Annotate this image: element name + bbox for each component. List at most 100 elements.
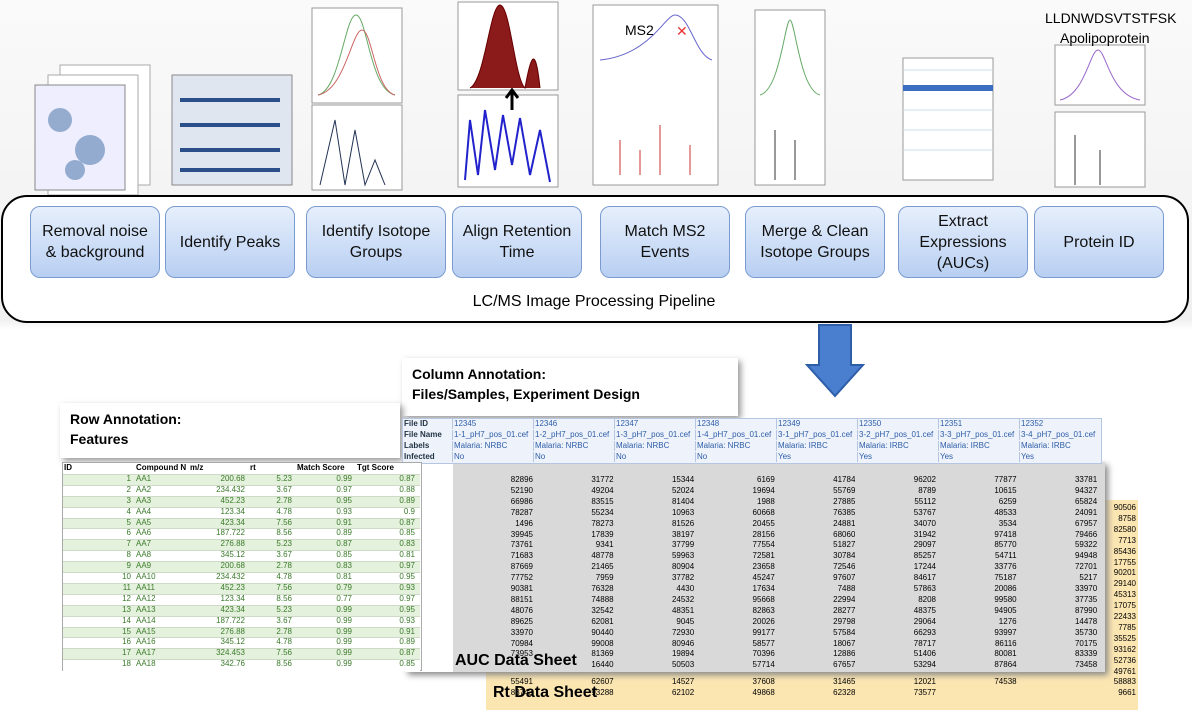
row-band (63, 648, 420, 661)
table-cell: 0.99 (336, 473, 352, 483)
table-cell: 0.97 (336, 484, 352, 494)
table-cell: 52736 (1113, 655, 1136, 665)
table-cell: 0.87 (399, 473, 415, 483)
table-cell: AA8 (136, 550, 152, 560)
row-band (63, 572, 420, 584)
table-cell: 1-4_pH7_pos_01.cef (695, 430, 776, 440)
table-cell: 80946 (671, 638, 695, 648)
table-cell: 8.56 (276, 659, 292, 669)
table-cell: 76385 (833, 507, 856, 517)
table-cell: 18 (122, 659, 131, 669)
table-cell: 96202 (913, 475, 936, 484)
table-cell: 8.56 (276, 593, 292, 603)
table-cell: 0.95 (336, 495, 352, 505)
table-cell: 7 (126, 539, 131, 549)
table-cell: AA9 (136, 561, 152, 571)
table-cell: 73458 (1074, 660, 1098, 670)
table-cell: 8208 (918, 594, 936, 604)
table-cell: 95668 (752, 594, 775, 604)
table-cell: 7785 (1118, 622, 1136, 632)
table-cell: Malaria: IRBC (1019, 441, 1100, 451)
table-cell: 38197 (671, 529, 695, 539)
table-cell: 0.87 (399, 648, 415, 658)
pipeline-step: Match MS2 Events (600, 206, 730, 278)
table-cell: 29798 (833, 616, 856, 626)
column-annotation-title: Column Annotation: (412, 366, 547, 382)
table-cell: 1988 (757, 496, 775, 506)
table-cell: 83743 (510, 688, 533, 697)
table-cell: 5 (126, 517, 131, 527)
table-cell: Yes (857, 452, 938, 462)
table-cell: 0.99 (336, 659, 352, 669)
table-cell: 12352 (1019, 419, 1100, 429)
protein-label: Apolipoprotein (1060, 30, 1150, 46)
pipeline-step: Identify Isotope Groups (306, 206, 446, 278)
peptide-label: LLDNWDSVTSTFSK (1045, 10, 1177, 26)
table-cell: 5217 (1079, 573, 1098, 583)
table-cell: 31465 (833, 677, 856, 686)
rt-sheet (486, 668, 1138, 710)
table-cell: 0.93 (336, 506, 352, 516)
table-cell: 73953 (510, 649, 533, 659)
table-cell: 1-1_pH7_pos_01.cef (452, 430, 533, 440)
table-cell: 9045 (676, 616, 695, 626)
column-annotation-label: Column Annotation: Files/Samples, Experi… (402, 358, 738, 416)
table-cell: 0.89 (399, 637, 415, 647)
row-band (63, 473, 420, 486)
table-cell: 9 (126, 561, 131, 571)
table-cell: 78273 (591, 518, 614, 528)
table-cell: 1496 (515, 518, 533, 528)
table-cell: 27885 (833, 496, 856, 506)
table-cell: 62607 (591, 677, 614, 686)
table-cell: 0.83 (399, 539, 415, 549)
table-cell: 17075 (1113, 601, 1136, 611)
table-cell: 33970 (510, 627, 533, 637)
ms2-label: MS2 (625, 22, 654, 38)
auc-sheet (405, 462, 1105, 672)
table-cell: 18067 (833, 638, 856, 648)
table-cell: 7.56 (276, 582, 292, 592)
table-cell: 1 (126, 473, 131, 483)
table-cell: 10963 (671, 507, 695, 517)
table-cell: 0.79 (336, 582, 352, 592)
table-cell: 0.83 (336, 561, 352, 571)
table-cell: 51406 (913, 649, 936, 659)
table-cell: 77877 (994, 475, 1017, 484)
row-band (63, 582, 420, 595)
table-cell: 48375 (913, 605, 936, 615)
table-cell: 22994 (833, 594, 856, 604)
table-cell: Tgt Score (357, 463, 394, 472)
table-cell: 87864 (994, 660, 1017, 670)
pipeline-step: Protein ID (1034, 206, 1164, 278)
table-cell: 0.89 (399, 495, 415, 505)
table-cell: 24091 (1074, 507, 1098, 517)
table-cell: 15344 (671, 475, 695, 484)
table-cell: 0.99 (336, 648, 352, 658)
table-cell: 324.453 (216, 648, 245, 658)
table-cell: 7.56 (276, 648, 292, 658)
table-cell: 9341 (595, 540, 614, 550)
table-cell: 29140 (1113, 579, 1136, 589)
table-cell: 3-1_pH7_pos_01.cef (776, 430, 857, 440)
table-cell: m/z (190, 463, 204, 472)
table-cell: 72546 (833, 562, 856, 572)
table-cell: 0.91 (336, 517, 352, 527)
pipeline-step: Merge & Clean Isotope Groups (745, 206, 885, 278)
table-cell: 70396 (752, 649, 775, 659)
table-cell: 68060 (833, 529, 856, 539)
table-cell: 17244 (913, 562, 936, 572)
table-cell: 12021 (913, 677, 936, 686)
table-cell: 0.9 (403, 506, 415, 516)
table-cell: 17634 (752, 584, 775, 593)
table-cell: AA5 (136, 517, 152, 527)
table-cell: 72930 (671, 627, 695, 637)
table-cell: Yes (776, 452, 857, 462)
table-cell: 1-3_pH7_pos_01.cef (614, 430, 695, 440)
table-cell: 0.89 (336, 528, 352, 538)
table-cell: 17755 (1113, 557, 1136, 567)
table-cell: Malaria: IRBC (857, 441, 938, 451)
table-cell: 0.87 (399, 517, 415, 527)
table-cell: 73577 (913, 688, 936, 697)
table-cell: 0.99 (336, 626, 352, 636)
row-annotation-title: Row Annotation: (70, 411, 182, 427)
